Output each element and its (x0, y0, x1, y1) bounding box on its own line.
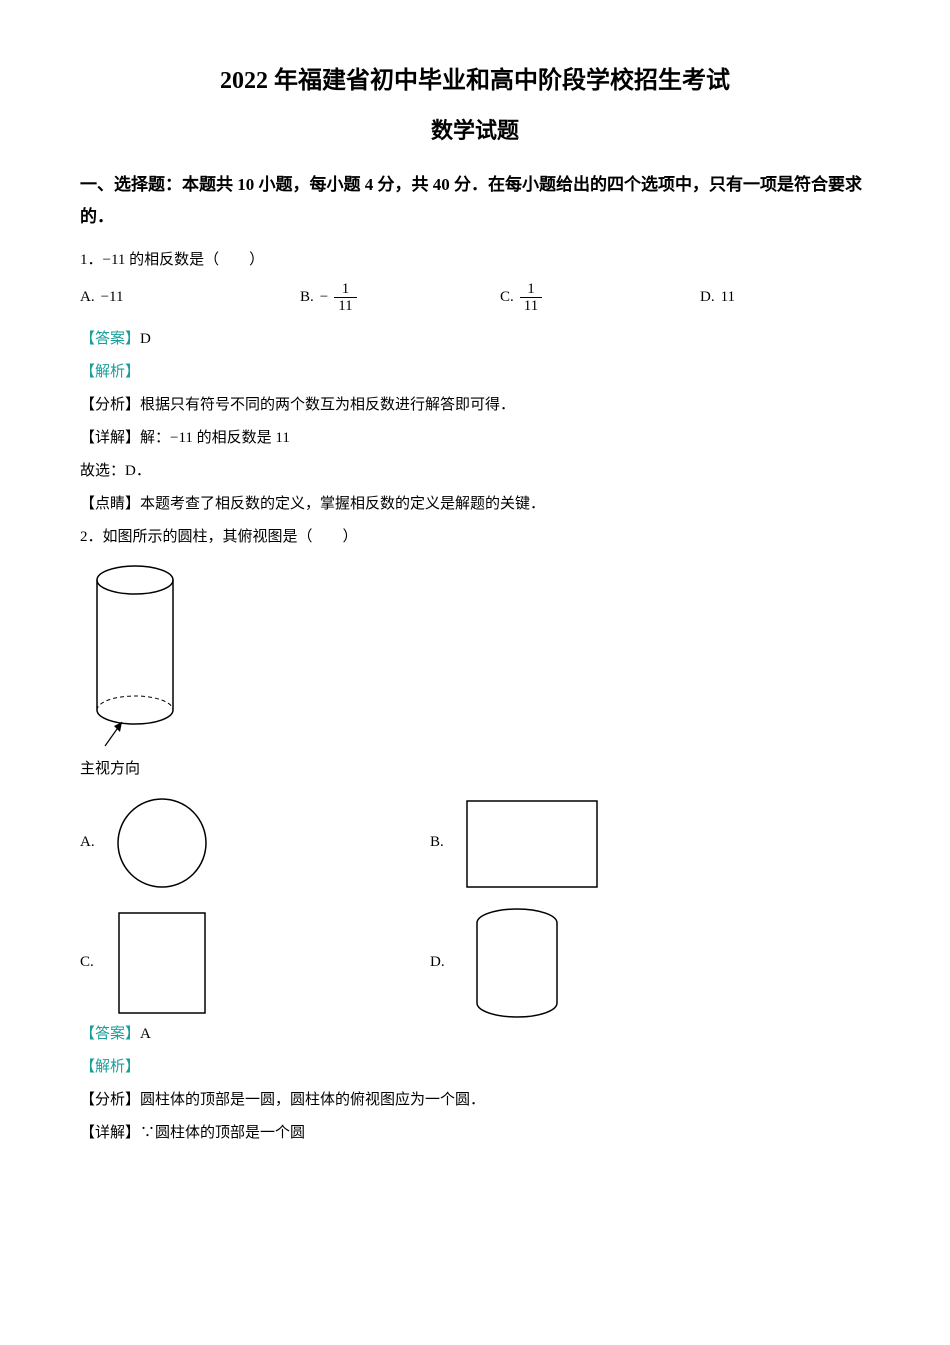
q1-guxuan: 故选：D． (80, 455, 870, 488)
opt-d-value: 11 (721, 289, 735, 306)
exam-title: 2022 年福建省初中毕业和高中阶段学校招生考试 (80, 60, 870, 95)
q2-option-b: B. (430, 788, 780, 898)
denominator: 11 (334, 297, 356, 315)
circle-icon (112, 793, 212, 893)
q2-option-c: C. (80, 908, 430, 1018)
page: 2022 年福建省初中毕业和高中阶段学校招生考试 数学试题 一、选择题：本题共 … (0, 0, 950, 1345)
q1-option-c: C. 1 11 (500, 281, 700, 315)
answer-label: 【答案】 (80, 1026, 140, 1042)
q2-cylinder-figure: 主视方向 (80, 560, 870, 778)
q1-answer: 【答案】D (80, 323, 870, 356)
opt-label: D. (700, 289, 715, 306)
exam-subtitle: 数学试题 (80, 113, 870, 145)
opt-label: A. (80, 289, 95, 306)
numerator: 1 (523, 281, 539, 298)
opt-a-value: −11 (101, 289, 124, 306)
opt-label: C. (500, 289, 514, 306)
q1-option-a: A. −11 (80, 289, 300, 306)
curved-rect-icon (462, 903, 572, 1023)
q1-xiangjie: 【详解】解：−11 的相反数是 11 (80, 422, 870, 455)
opt-label: C. (80, 954, 100, 971)
q2-option-d: D. (430, 908, 780, 1018)
rect-tall-icon (112, 908, 212, 1018)
section-1-heading: 一、选择题：本题共 10 小题，每小题 4 分，共 40 分．在每小题给出的四个… (80, 169, 870, 234)
q2-fenxi: 【分析】圆柱体的顶部是一圆，圆柱体的俯视图应为一个圆． (80, 1084, 870, 1117)
opt-label: D. (430, 954, 450, 971)
opt-label: A. (80, 834, 100, 851)
opt-label: B. (300, 289, 314, 306)
opt-b-prefix: − (320, 289, 328, 306)
q1-fenxi: 【分析】根据只有符号不同的两个数互为相反数进行解答即可得． (80, 389, 870, 422)
view-direction-caption: 主视方向 (80, 757, 870, 778)
q1-options: A. −11 B. − 1 11 C. 1 11 D. 11 (80, 281, 870, 315)
answer-value: D (140, 331, 151, 347)
answer-value: A (140, 1026, 151, 1042)
q1-option-d: D. 11 (700, 289, 735, 306)
q1-stem: 1．−11 的相反数是（ ） (80, 244, 870, 277)
answer-label: 【答案】 (80, 331, 140, 347)
fraction: 1 11 (334, 281, 356, 315)
opt-label: B. (430, 834, 450, 851)
q2-option-a: A. (80, 788, 430, 898)
rect-wide-icon (462, 793, 602, 893)
denominator: 11 (520, 297, 542, 315)
q1-dianjing: 【点睛】本题考查了相反数的定义，掌握相反数的定义是解题的关键． (80, 488, 870, 521)
fraction: 1 11 (520, 281, 542, 315)
cylinder-svg (80, 560, 190, 750)
q2-jiexi-label: 【解析】 (80, 1051, 870, 1084)
q1-option-b: B. − 1 11 (300, 281, 500, 315)
numerator: 1 (338, 281, 354, 298)
q2-stem: 2．如图所示的圆柱，其俯视图是（ ） (80, 521, 870, 554)
q2-xiangjie: 【详解】∵圆柱体的顶部是一个圆 (80, 1117, 870, 1150)
q1-jiexi-label: 【解析】 (80, 356, 870, 389)
q2-option-shapes: A. B. C. D. (80, 788, 780, 1018)
